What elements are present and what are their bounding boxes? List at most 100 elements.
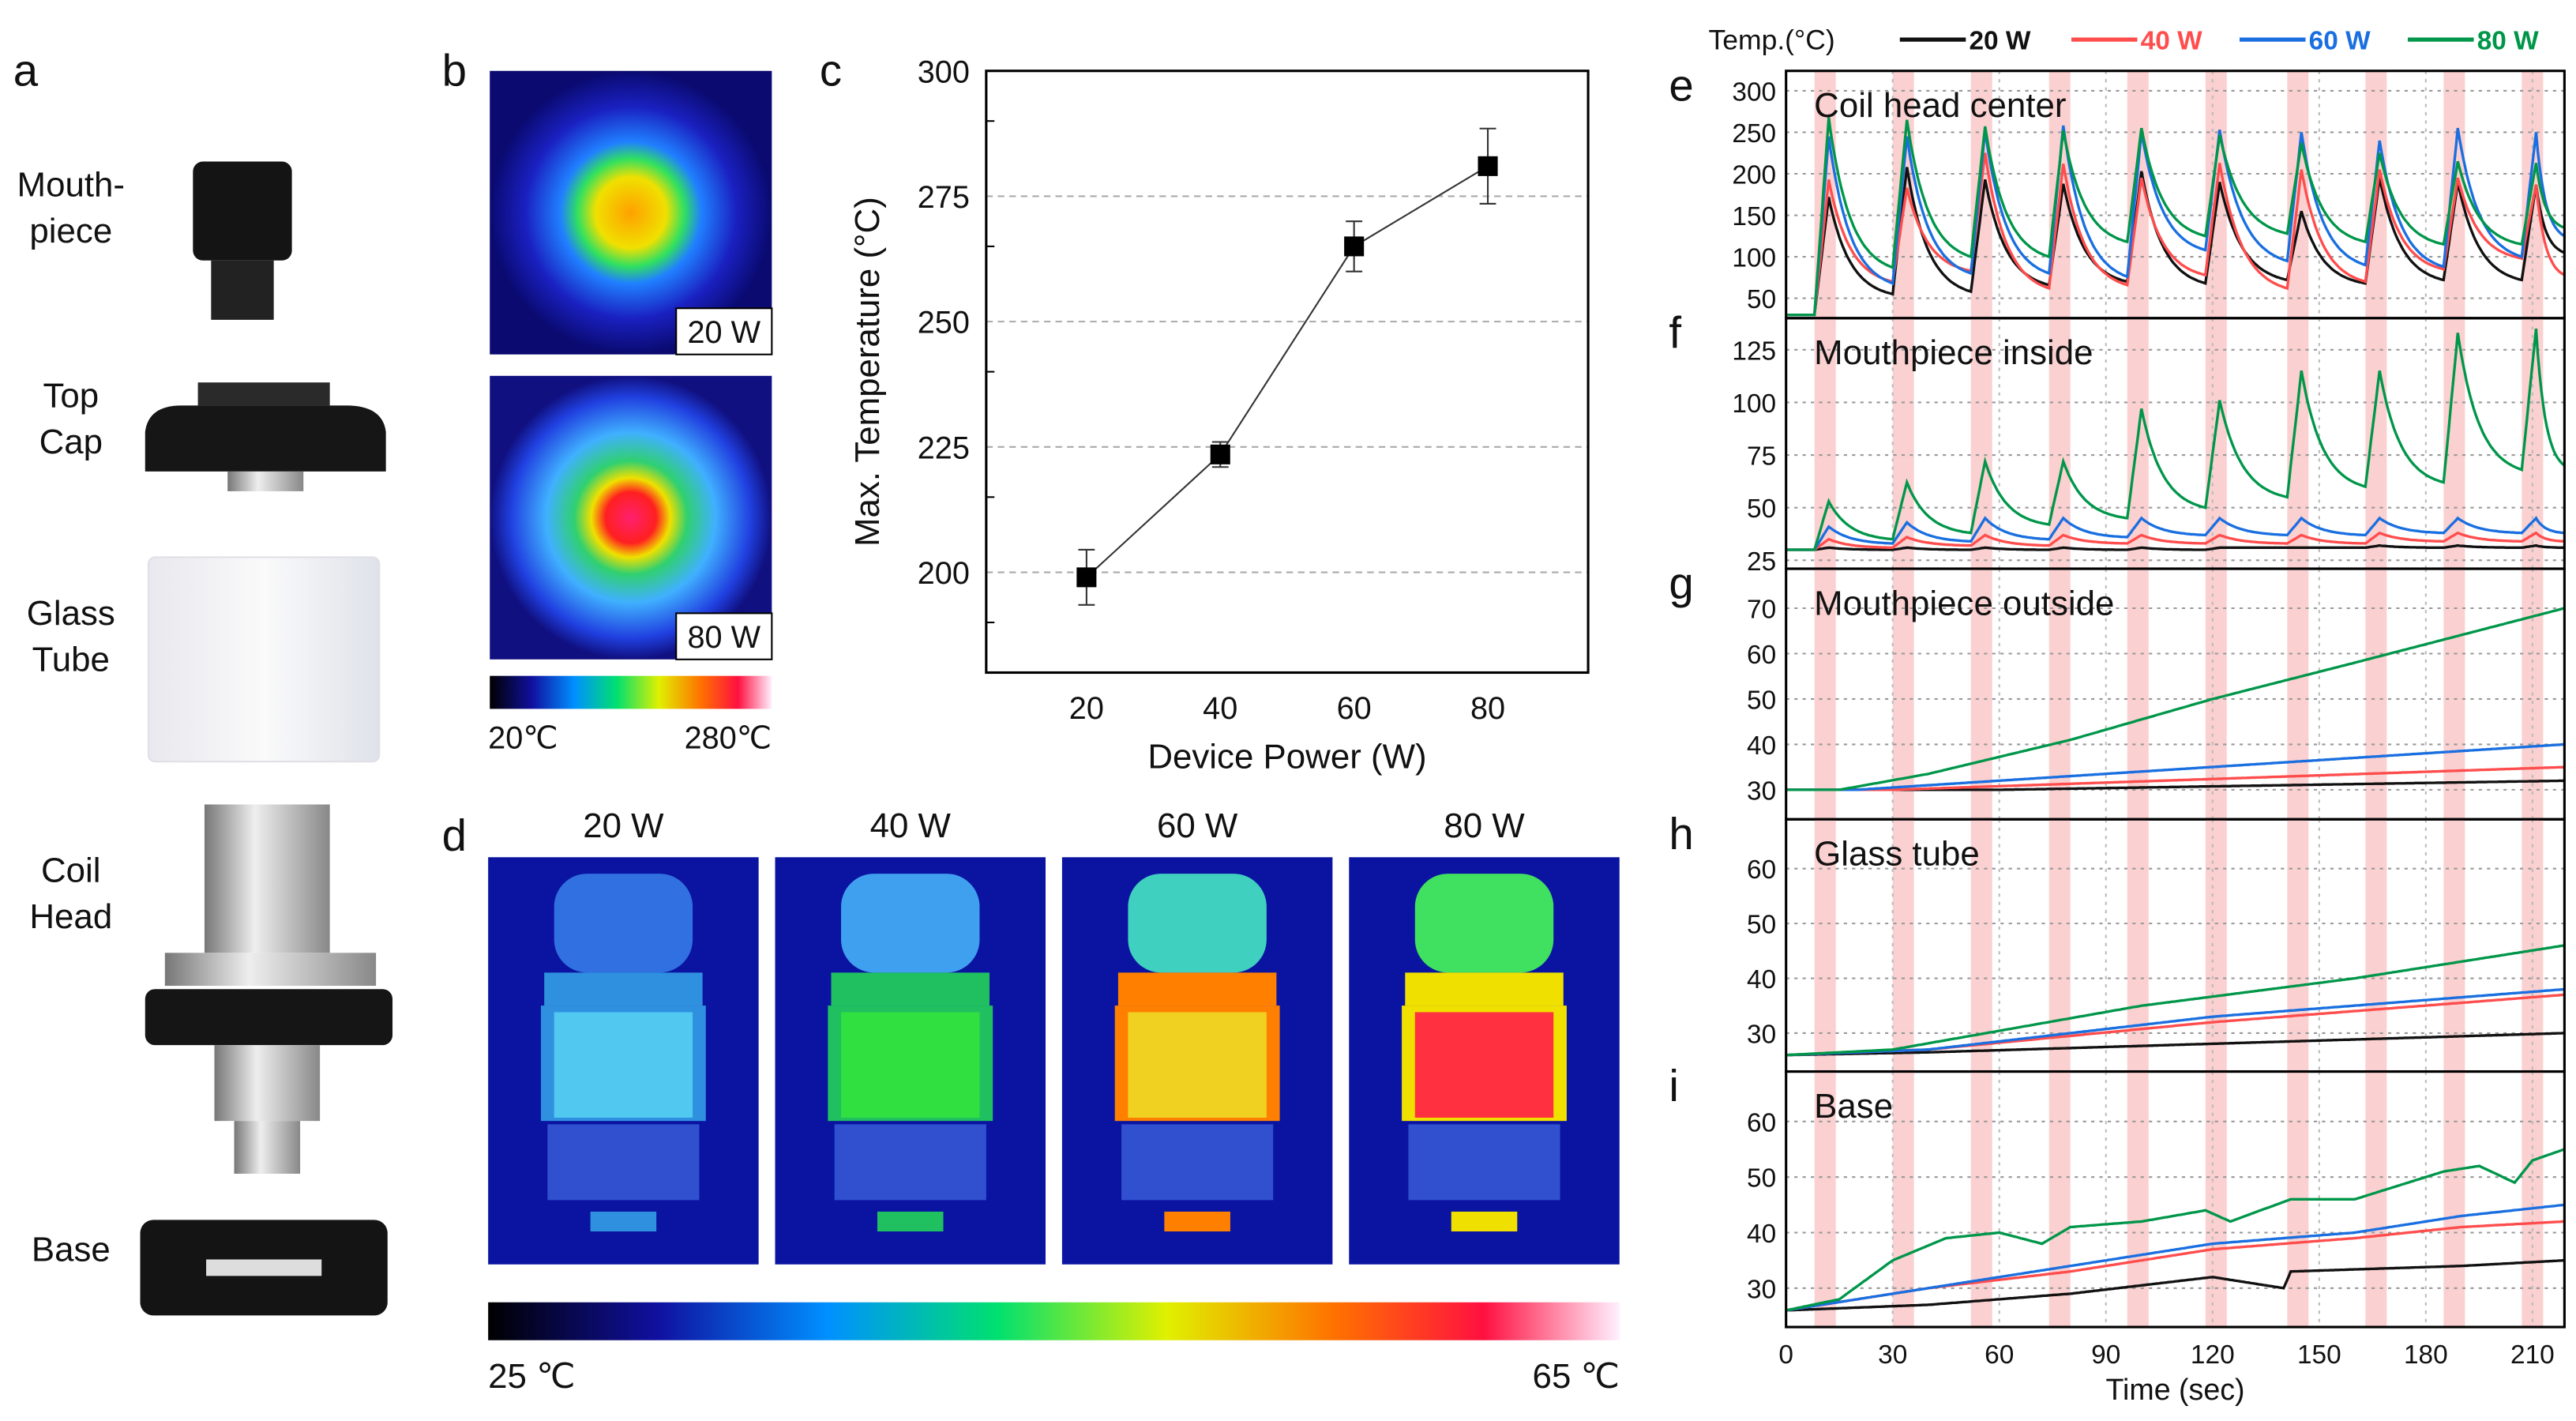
image-label: 60 W <box>1157 806 1238 845</box>
x-tick-label: 80 <box>1470 691 1505 726</box>
thermal-base <box>1408 1124 1560 1201</box>
puff-band <box>2365 318 2387 570</box>
colorbar-max-label: 65 ℃ <box>1533 1357 1620 1396</box>
y-tick-label: 200 <box>1732 161 1776 190</box>
panel-title: Mouthpiece outside <box>1814 584 2114 622</box>
panel-title: Glass tube <box>1814 835 1980 874</box>
puff-band <box>1892 1071 1914 1328</box>
series-line-60w <box>1786 125 2565 317</box>
puff-band <box>2365 819 2387 1072</box>
thermal-image-60w: 60 W <box>1061 806 1333 1265</box>
coil-head-ring <box>164 953 377 987</box>
chart-base: 30 40 50 60 Base i 0 30 60 90 120 150 180 210 Time (se… <box>1669 1061 2566 1406</box>
image-label: 20 W <box>583 806 664 845</box>
series-line-40w <box>1786 152 2565 317</box>
series-line-20w <box>1786 1259 2565 1312</box>
series-line-20w <box>1786 167 2565 317</box>
legend-label: 60 W <box>2309 27 2371 56</box>
y-tick-label: 100 <box>1732 244 1776 273</box>
top-cap-thread <box>227 471 304 491</box>
component-label: Mouth- <box>17 165 125 204</box>
series-line-20w <box>1786 1032 2565 1057</box>
x-tick-label: 180 <box>2404 1340 2448 1370</box>
thermal-image <box>490 70 772 355</box>
series-line <box>1086 165 1489 578</box>
puff-band <box>1814 1071 1836 1328</box>
x-tick-label: 150 <box>2297 1340 2341 1370</box>
thermal-base <box>834 1124 986 1201</box>
y-tick-label: 25 <box>1747 547 1776 577</box>
thermal-pin <box>1164 1211 1230 1231</box>
data-point <box>1344 236 1365 257</box>
x-tick-label: 40 <box>1203 691 1237 726</box>
puff-band <box>1970 318 1992 570</box>
y-tick-label: 300 <box>1732 77 1776 107</box>
y-tick-label: 60 <box>1747 641 1776 670</box>
plot-frame <box>985 70 1590 675</box>
thermal-mouthpiece <box>554 874 693 973</box>
component-glass-tube: Glass Tube <box>27 556 381 763</box>
chart-max-temperature: 200 225 250 275 300 20 40 60 80 Device Power (W) M… <box>848 55 1590 776</box>
puff-band <box>2287 819 2309 1072</box>
data-point <box>1210 444 1230 464</box>
legend: Temp.(°C) 20 W 40 W 60 W 80 W <box>1709 24 2540 56</box>
thermal-base <box>1121 1124 1274 1201</box>
component-coil-head: Coil Head <box>29 804 393 1174</box>
puff-band <box>2205 318 2227 570</box>
panel-title: Mouthpiece inside <box>1814 333 2093 372</box>
legend-label: 20 W <box>1969 27 2030 56</box>
series-line-80w <box>1786 607 2565 791</box>
y-tick-label: 50 <box>1747 1164 1776 1194</box>
coil-head-photo <box>204 804 330 953</box>
y-tick-label: 50 <box>1747 494 1776 524</box>
puff-band <box>1814 569 1836 820</box>
y-tick-label: 50 <box>1747 911 1776 940</box>
component-label: Cap <box>39 423 103 461</box>
thermal-image-80w: 80 W <box>1349 806 1620 1265</box>
chart-mouthpiece-outside: 30 40 50 60 70 Mouthpiece outside g <box>1669 558 2566 821</box>
thermal-mouthpiece <box>1128 874 1267 973</box>
y-tick-label: 60 <box>1747 855 1776 885</box>
component-label: Tube <box>32 640 110 679</box>
mouthpiece-photo <box>193 161 292 261</box>
thermal-image <box>490 375 772 660</box>
x-axis-label: Device Power (W) <box>1147 738 1426 776</box>
thermal-topcap <box>1405 972 1564 1006</box>
colorbar-min-label: 25 ℃ <box>488 1357 575 1396</box>
thermal-mouthpiece <box>841 874 980 973</box>
glass-tube-photo <box>147 556 381 763</box>
panel-label-f: f <box>1669 307 1681 357</box>
puff-band <box>1970 569 1992 820</box>
thermal-topcap <box>544 972 703 1006</box>
image-label: 40 W <box>870 806 952 845</box>
panel-label-d: d <box>442 810 467 860</box>
puff-band <box>1970 819 1992 1072</box>
image-label: 80 W <box>687 620 760 655</box>
y-tick-label: 250 <box>918 306 970 340</box>
series-line-60w <box>1786 516 2565 551</box>
thermal-pin <box>590 1211 657 1231</box>
puff-band <box>2127 1071 2149 1328</box>
colorbar-d <box>488 1302 1620 1340</box>
puff-band <box>2205 1071 2227 1328</box>
image-label: 20 W <box>687 315 760 350</box>
y-tick-label: 30 <box>1747 1275 1776 1304</box>
panel-label-e: e <box>1669 60 1693 110</box>
thermal-topcap <box>1117 972 1277 1006</box>
puff-band <box>1892 819 1914 1072</box>
y-tick-label: 200 <box>918 556 970 591</box>
thermal-tube <box>841 1012 980 1118</box>
x-tick-label: 0 <box>1778 1340 1793 1370</box>
puff-band <box>2127 819 2149 1072</box>
coil-head-pin <box>234 1121 301 1174</box>
panel-label-a: a <box>13 46 39 96</box>
component-mouthpiece: Mouth- piece <box>17 161 292 320</box>
data-point <box>1076 567 1097 588</box>
panel-label-g: g <box>1669 558 1693 608</box>
thermal-tube <box>1128 1012 1267 1118</box>
top-cap-photo <box>197 382 330 406</box>
coil-head-collar <box>145 989 393 1046</box>
component-label: Head <box>29 897 112 936</box>
y-tick-label: 50 <box>1747 285 1776 314</box>
colorbar-min-label: 20℃ <box>488 721 558 756</box>
